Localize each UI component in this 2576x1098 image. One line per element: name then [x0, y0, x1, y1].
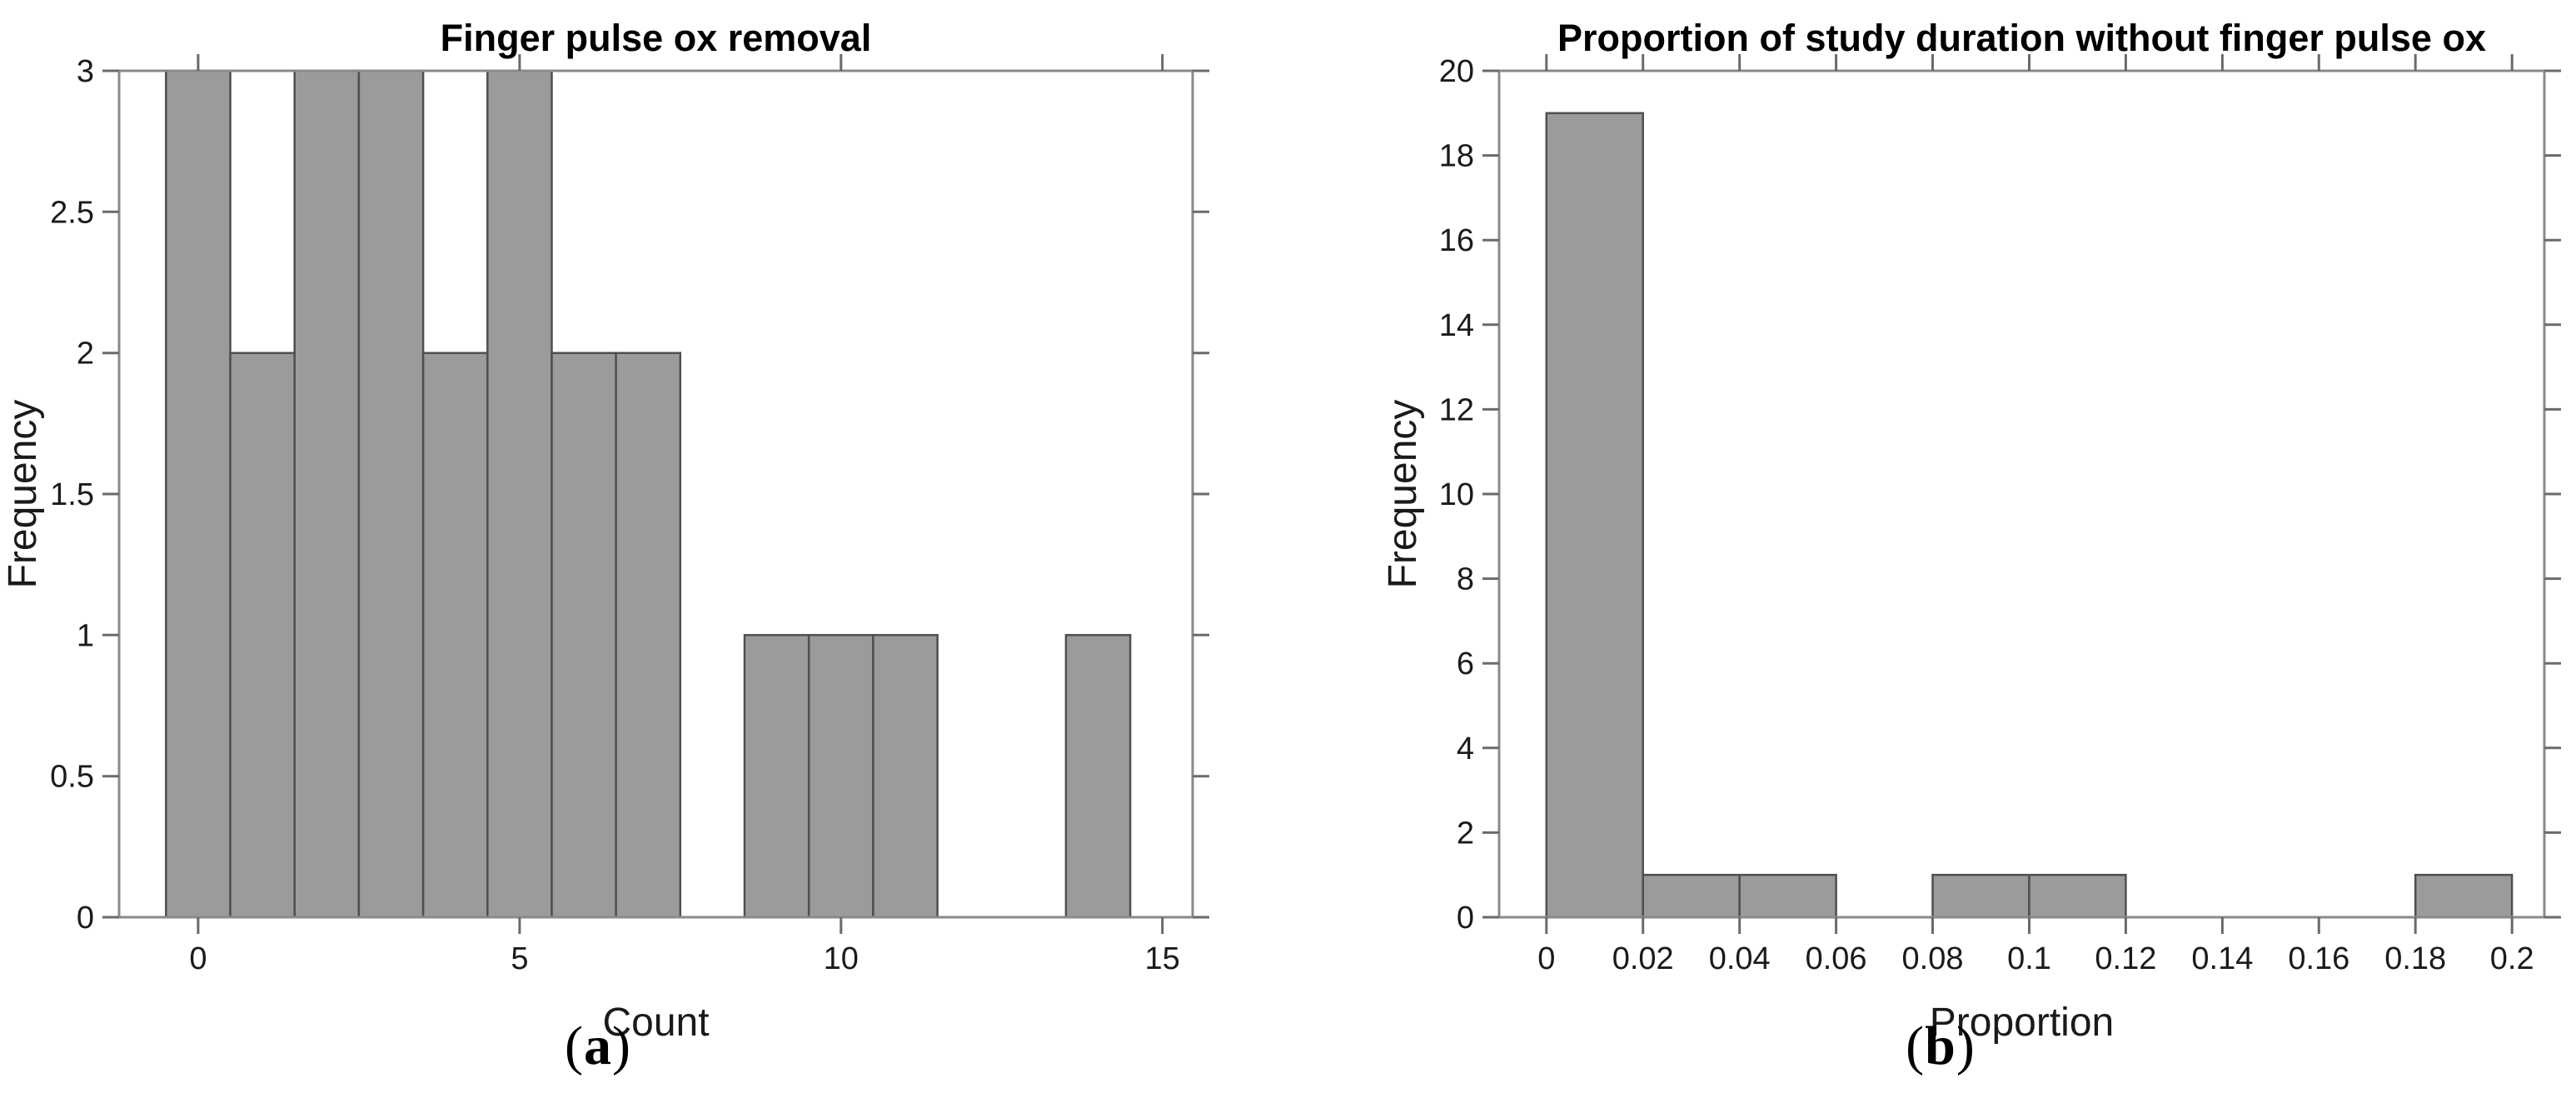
x-tick-label: 0.02	[1612, 941, 1674, 976]
histogram-bar	[1738, 873, 1837, 919]
histogram-bar	[229, 352, 296, 919]
y-tick-label: 0	[77, 901, 94, 936]
y-tick-label: 6	[1457, 646, 1474, 681]
x-tick-label: 0.14	[2191, 941, 2253, 976]
panel-label-b-open: (	[1906, 1016, 1926, 1076]
x-tick-label: 0.06	[1806, 941, 1867, 976]
panel-label-a-letter: a	[584, 1016, 612, 1076]
y-axis-label: Frequency	[1, 400, 45, 589]
x-tick-label: 0.1	[2007, 941, 2051, 976]
y-tick-label: 2	[77, 337, 94, 372]
y-tick-label: 1	[77, 618, 94, 653]
panel-label-b: (b)	[1906, 1015, 1976, 1078]
histogram-bar	[1642, 873, 1741, 919]
panel-label-b-close: )	[1956, 1016, 1976, 1076]
histogram-bar	[807, 634, 874, 919]
panel-label-a-close: )	[612, 1016, 631, 1076]
histogram-bar	[872, 634, 939, 919]
y-tick-label: 12	[1439, 392, 1474, 427]
y-tick-label: 0	[1457, 901, 1474, 936]
chart-title: Proportion of study duration without fin…	[1557, 17, 2486, 59]
histogram-bar	[1064, 634, 1132, 919]
x-tick-label: 0.12	[2095, 941, 2156, 976]
y-tick-label: 1.5	[50, 477, 94, 512]
y-tick-label: 10	[1439, 477, 1474, 512]
x-tick-label: 0	[1537, 941, 1555, 976]
histogram-bar	[293, 69, 361, 919]
y-tick-label: 18	[1439, 139, 1474, 174]
y-tick-label: 4	[1457, 731, 1474, 766]
y-tick-label: 14	[1439, 308, 1474, 343]
histogram-bar	[551, 352, 617, 919]
histogram-bar	[615, 352, 682, 919]
x-tick-label: 0.2	[2490, 941, 2534, 976]
x-tick-label: 0.16	[2288, 941, 2349, 976]
x-tick-label: 10	[824, 941, 859, 976]
y-tick-label: 16	[1439, 223, 1474, 258]
y-tick-label: 8	[1457, 562, 1474, 597]
y-axis-label: Frequency	[1381, 400, 1425, 589]
histogram-bar	[1931, 873, 2030, 919]
x-axis-label: Proportion	[1930, 1001, 2114, 1045]
panel-label-b-letter: b	[1925, 1016, 1956, 1076]
x-tick-label: 0.18	[2384, 941, 2446, 976]
histogram-bar	[2028, 873, 2127, 919]
y-tick-label: 3	[77, 54, 94, 89]
histogram-bar	[743, 634, 810, 919]
x-tick-label: 0.04	[1709, 941, 1771, 976]
histogram-panel-a: 0 5 10 15 0 0.5 1 1.5 2 2.5 3 Finger pulse ox remov…	[1, 17, 1209, 1045]
x-tick-label: 5	[511, 941, 528, 976]
y-tick-label: 2.5	[50, 195, 94, 230]
panel-label-a-open: (	[565, 1016, 584, 1076]
histogram-bar	[421, 352, 489, 919]
plot-box	[1497, 69, 2546, 919]
histogram-bar	[1545, 112, 1644, 919]
histogram-bar	[2414, 873, 2514, 919]
chart-title: Finger pulse ox removal	[441, 17, 872, 59]
histogram-bar	[357, 69, 425, 919]
x-tick-label: 0.08	[1902, 941, 1964, 976]
panel-label-a: (a)	[565, 1015, 631, 1078]
x-tick-label: 0	[189, 941, 207, 976]
y-tick-label: 0.5	[50, 760, 94, 795]
histogram-bar	[486, 69, 553, 919]
y-tick-label: 2	[1457, 816, 1474, 851]
histogram-bar	[165, 69, 232, 919]
y-tick-label: 20	[1439, 54, 1474, 89]
histogram-panel-b: 0 0.02 0.04 0.06 0.08 0.1 0.12 0.14 0.16 0.18 0.2 0…	[1381, 17, 2561, 1045]
x-tick-label: 15	[1145, 941, 1180, 976]
x-axis-label: Count	[602, 1001, 709, 1045]
